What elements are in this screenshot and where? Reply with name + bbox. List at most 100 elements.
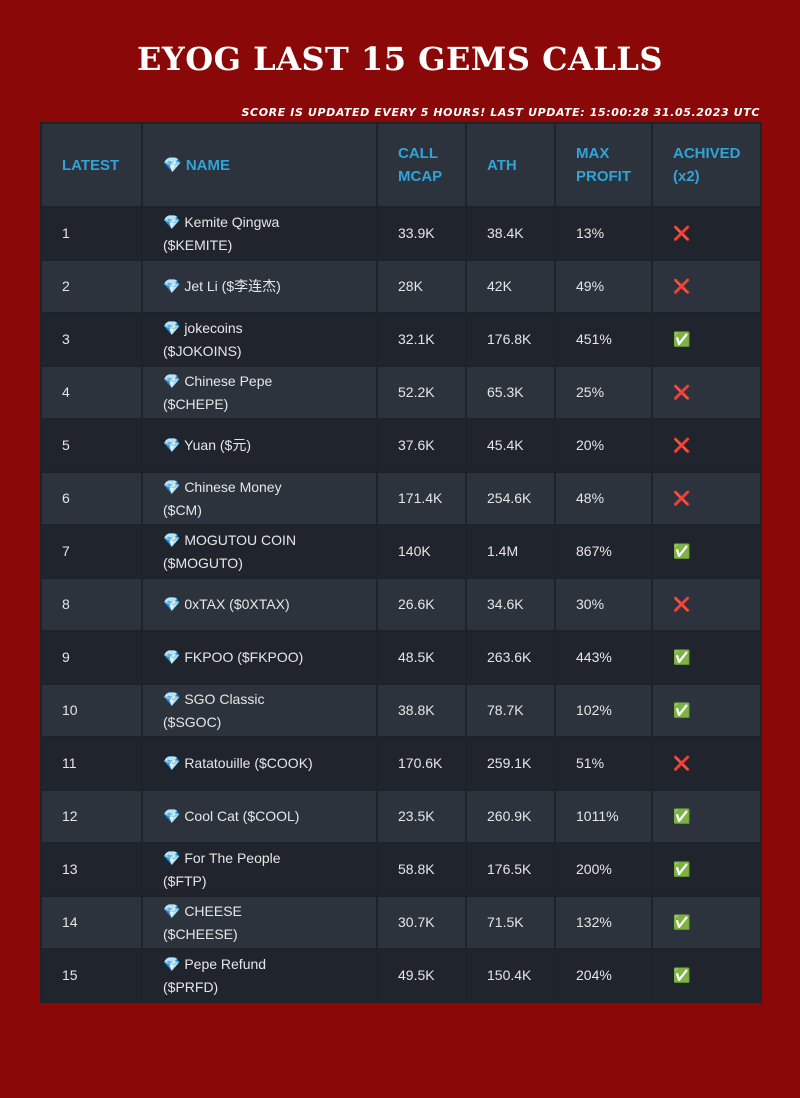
- table-cell: ✅: [651, 789, 762, 844]
- table-cell: 171.4K: [376, 471, 467, 526]
- column-header: ACHIVED (x2): [651, 122, 762, 208]
- title: EYOG LAST 15 GEMS CALLS: [137, 40, 663, 78]
- table-cell: 48.5K: [376, 630, 467, 685]
- table-cell: 3: [40, 312, 143, 367]
- table-cell: ❌: [651, 365, 762, 420]
- table-row: 8 💎 0xTAX ($0XTAX) 26.6K 34.6K 30% ❌: [40, 577, 762, 632]
- table-cell: 58.8K: [376, 842, 467, 897]
- table-cell: 💎 For The People ($FTP): [141, 842, 378, 897]
- table-cell: 71.5K: [465, 895, 556, 950]
- table-row: 9 💎 FKPOO ($FKPOO) 48.5K 263.6K 443% ✅: [40, 630, 762, 685]
- table-cell: 4: [40, 365, 143, 420]
- table-cell: 48%: [554, 471, 653, 526]
- table-row: 2 💎 Jet Li ($李连杰) 28K 42K 49% ❌: [40, 259, 762, 314]
- column-header: CALL MCAP: [376, 122, 467, 208]
- table-cell: 45.4K: [465, 418, 556, 473]
- table-row: 6 💎 Chinese Money ($CM) 171.4K 254.6K 48% ❌: [40, 471, 762, 526]
- table-cell: 15: [40, 948, 143, 1003]
- table-cell: 💎 Chinese Money ($CM): [141, 471, 378, 526]
- table-row: 11 💎 Ratatouille ($COOK) 170.6K 259.1K 51% ❌: [40, 736, 762, 791]
- table-cell: 13: [40, 842, 143, 897]
- table-cell: 26.6K: [376, 577, 467, 632]
- table-cell: 1011%: [554, 789, 653, 844]
- table-cell: 13%: [554, 206, 653, 261]
- table-cell: 30.7K: [376, 895, 467, 950]
- header-row: LATEST 💎 NAME CALL MCAP ATH MAX PROFIT ACHIVE…: [40, 122, 762, 208]
- table-cell: ❌: [651, 418, 762, 473]
- table-cell: 52.2K: [376, 365, 467, 420]
- table-cell: 51%: [554, 736, 653, 791]
- table-row: 3 💎 jokecoins ($JOKOINS) 32.1K 176.8K 451% ✅: [40, 312, 762, 367]
- table-cell: 38.4K: [465, 206, 556, 261]
- table-cell: 254.6K: [465, 471, 556, 526]
- table-cell: 260.9K: [465, 789, 556, 844]
- table-cell: 170.6K: [376, 736, 467, 791]
- table-cell: 14: [40, 895, 143, 950]
- table-row: 7 💎 MOGUTOU COIN ($MOGUTO) 140K 1.4M 867% ✅: [40, 524, 762, 579]
- table-cell: 1.4M: [465, 524, 556, 579]
- table-cell: 78.7K: [465, 683, 556, 738]
- table-row: 1 💎 Kemite Qingwa ($KEMITE) 33.9K 38.4K 13% ❌: [40, 206, 762, 261]
- table-cell: 1: [40, 206, 143, 261]
- table-row: 5 💎 Yuan ($元) 37.6K 45.4K 20% ❌: [40, 418, 762, 473]
- table-cell: 7: [40, 524, 143, 579]
- table-cell: 💎 0xTAX ($0XTAX): [141, 577, 378, 632]
- table-cell: 25%: [554, 365, 653, 420]
- table-cell: 37.6K: [376, 418, 467, 473]
- table-cell: 102%: [554, 683, 653, 738]
- table-cell: 150.4K: [465, 948, 556, 1003]
- table-cell: 42K: [465, 259, 556, 314]
- table-cell: 204%: [554, 948, 653, 1003]
- table-cell: 132%: [554, 895, 653, 950]
- table-row: 15 💎 Pepe Refund ($PRFD) 49.5K 150.4K 204% ✅: [40, 948, 762, 1003]
- table-cell: 6: [40, 471, 143, 526]
- table-cell: 10: [40, 683, 143, 738]
- table-row: 14 💎 CHEESE ($CHEESE) 30.7K 71.5K 132% ✅: [40, 895, 762, 950]
- table-row: 4 💎 Chinese Pepe ($CHEPE) 52.2K 65.3K 25% ❌: [40, 365, 762, 420]
- column-header: ATH: [465, 122, 556, 208]
- column-header: MAX PROFIT: [554, 122, 653, 208]
- table-cell: 38.8K: [376, 683, 467, 738]
- table-cell: 2: [40, 259, 143, 314]
- table-cell: 11: [40, 736, 143, 791]
- table-cell: 867%: [554, 524, 653, 579]
- table-cell: 💎 Chinese Pepe ($CHEPE): [141, 365, 378, 420]
- table-cell: 8: [40, 577, 143, 632]
- table-cell: ✅: [651, 630, 762, 685]
- table-cell: 34.6K: [465, 577, 556, 632]
- table-cell: 32.1K: [376, 312, 467, 367]
- table-cell: 28K: [376, 259, 467, 314]
- table-cell: 💎 Yuan ($元): [141, 418, 378, 473]
- table-cell: 💎 SGO Classic ($SGOC): [141, 683, 378, 738]
- table-cell: 20%: [554, 418, 653, 473]
- table-cell: 176.8K: [465, 312, 556, 367]
- table-row: 10 💎 SGO Classic ($SGOC) 38.8K 78.7K 102% ✅: [40, 683, 762, 738]
- table-cell: 49.5K: [376, 948, 467, 1003]
- table-cell: ✅: [651, 895, 762, 950]
- table-cell: 33.9K: [376, 206, 467, 261]
- table-cell: ✅: [651, 524, 762, 579]
- table-cell: 140K: [376, 524, 467, 579]
- table-cell: ❌: [651, 206, 762, 261]
- table-cell: 5: [40, 418, 143, 473]
- subtitle: SCORE IS UPDATED EVERY 5 HOURS! LAST UPD…: [241, 106, 760, 119]
- table-cell: 💎 jokecoins ($JOKOINS): [141, 312, 378, 367]
- table-body: 1 💎 Kemite Qingwa ($KEMITE) 33.9K 38.4K 13% ❌…: [40, 206, 762, 1003]
- table-cell: 💎 Ratatouille ($COOK): [141, 736, 378, 791]
- table-cell: ✅: [651, 948, 762, 1003]
- table-cell: 9: [40, 630, 143, 685]
- table-cell: 💎 FKPOO ($FKPOO): [141, 630, 378, 685]
- table-cell: ✅: [651, 842, 762, 897]
- table-cell: 💎 Jet Li ($李连杰): [141, 259, 378, 314]
- table-cell: 263.6K: [465, 630, 556, 685]
- table-cell: ✅: [651, 312, 762, 367]
- table-cell: 30%: [554, 577, 653, 632]
- column-header: 💎 NAME: [141, 122, 378, 208]
- table-row: 12 💎 Cool Cat ($COOL) 23.5K 260.9K 1011% ✅: [40, 789, 762, 844]
- table-cell: 259.1K: [465, 736, 556, 791]
- table-cell: 49%: [554, 259, 653, 314]
- table-cell: ❌: [651, 577, 762, 632]
- table-cell: 451%: [554, 312, 653, 367]
- table-cell: 💎 Pepe Refund ($PRFD): [141, 948, 378, 1003]
